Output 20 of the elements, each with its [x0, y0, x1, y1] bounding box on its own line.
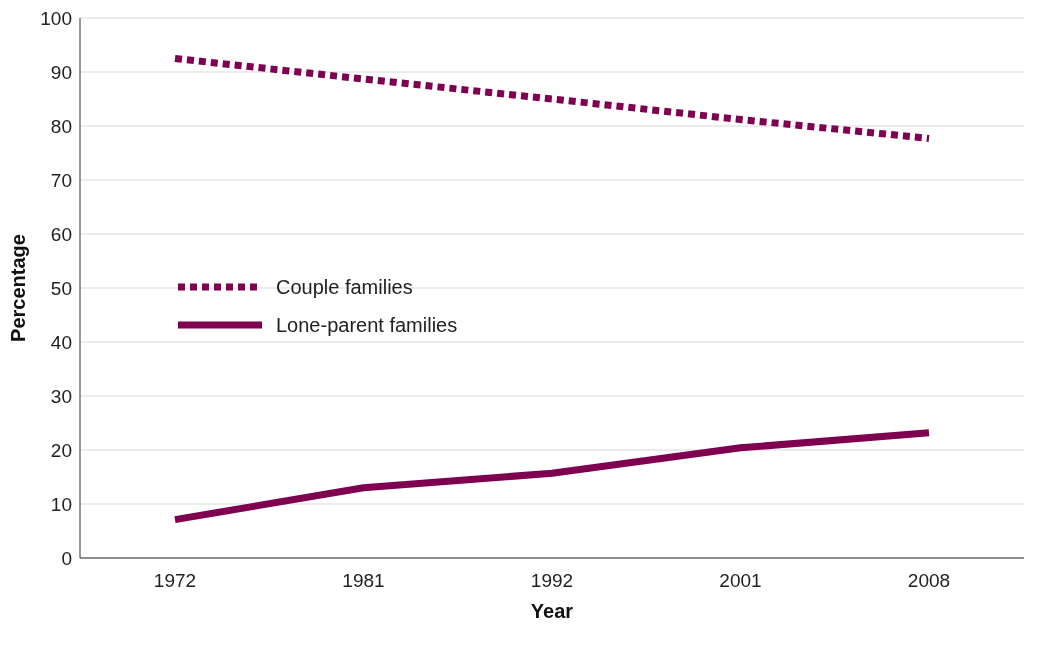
x-tick-label: 1981 [342, 570, 385, 592]
y-tick-label: 60 [50, 223, 72, 245]
y-tick-label: 40 [50, 331, 72, 353]
x-tick-label: 2008 [907, 570, 951, 592]
y-tick-label: 80 [50, 115, 72, 137]
x-tick-label: 2001 [719, 570, 762, 592]
x-tick-label: 1992 [530, 570, 574, 592]
legend-label: Couple families [276, 275, 413, 299]
y-tick-label: 30 [50, 385, 72, 407]
y-tick-label: 20 [50, 439, 72, 461]
y-tick-label: 0 [61, 547, 72, 569]
y-tick-label: 100 [40, 7, 72, 29]
y-tick-label: 90 [50, 61, 72, 83]
y-tick-label: 70 [50, 169, 72, 191]
x-tick-label: 1972 [153, 570, 197, 592]
x-axis-title: Year [530, 600, 574, 622]
y-tick-label: 10 [50, 493, 72, 515]
y-axis-title: Percentage [7, 234, 30, 342]
y-tick-label: 50 [50, 277, 72, 299]
legend-label: Lone-parent families [276, 313, 458, 337]
